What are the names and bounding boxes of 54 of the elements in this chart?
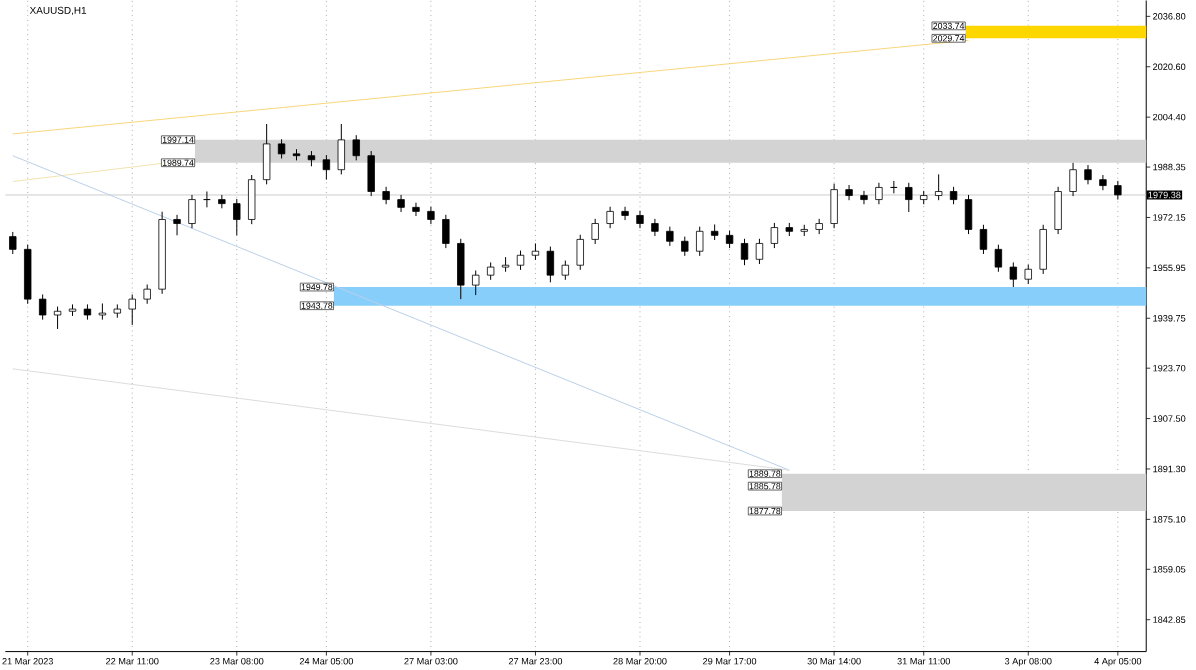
candlestick <box>845 184 853 201</box>
candlestick <box>1009 262 1018 288</box>
candlestick <box>1039 224 1047 275</box>
candlestick <box>53 306 62 330</box>
candlestick <box>233 198 241 237</box>
candlestick <box>367 150 375 197</box>
candlestick <box>1069 162 1077 197</box>
candlestick <box>621 206 629 221</box>
candlestick <box>875 182 883 205</box>
candlestick <box>934 174 943 201</box>
candlestick <box>740 238 749 266</box>
candlestick <box>636 210 644 229</box>
candlestick <box>905 182 913 213</box>
candlestick <box>696 226 704 257</box>
candlestick <box>979 224 988 255</box>
candlestick <box>964 194 973 235</box>
candlestick <box>770 222 779 249</box>
candlestick <box>382 186 390 205</box>
candlestick <box>188 194 196 229</box>
candlestick <box>128 294 136 326</box>
candlestick <box>38 294 47 321</box>
candlestick <box>755 238 764 265</box>
candlestick <box>173 214 181 237</box>
candlestick <box>1024 264 1032 285</box>
candlestick <box>143 284 151 305</box>
candlestick <box>1114 180 1122 201</box>
candlestick <box>1099 174 1107 191</box>
candlestick <box>860 190 868 205</box>
candlestick <box>546 246 555 284</box>
candlestick <box>427 206 435 225</box>
candlestick <box>352 134 360 162</box>
candlestick <box>591 218 599 245</box>
candlestick <box>994 244 1003 273</box>
candlestick <box>606 206 614 229</box>
candlestick <box>472 270 480 296</box>
candlestick <box>457 238 465 300</box>
candlestick <box>1054 186 1062 235</box>
candlestick <box>322 154 331 181</box>
candlestick <box>666 226 674 247</box>
candlestick <box>1084 164 1092 186</box>
candlestick <box>830 183 838 229</box>
candlestick <box>561 260 569 281</box>
candlestick <box>651 218 659 237</box>
candlestick <box>337 123 345 176</box>
candlestick <box>681 236 689 257</box>
candlestick <box>277 138 286 160</box>
candlestick <box>262 123 271 186</box>
candlestick <box>9 231 17 255</box>
candlestick <box>412 202 420 217</box>
candlestick <box>442 214 450 249</box>
candlestick <box>576 234 584 271</box>
candlestick <box>248 174 256 225</box>
candlestick <box>516 250 525 271</box>
candlestick <box>397 194 405 213</box>
